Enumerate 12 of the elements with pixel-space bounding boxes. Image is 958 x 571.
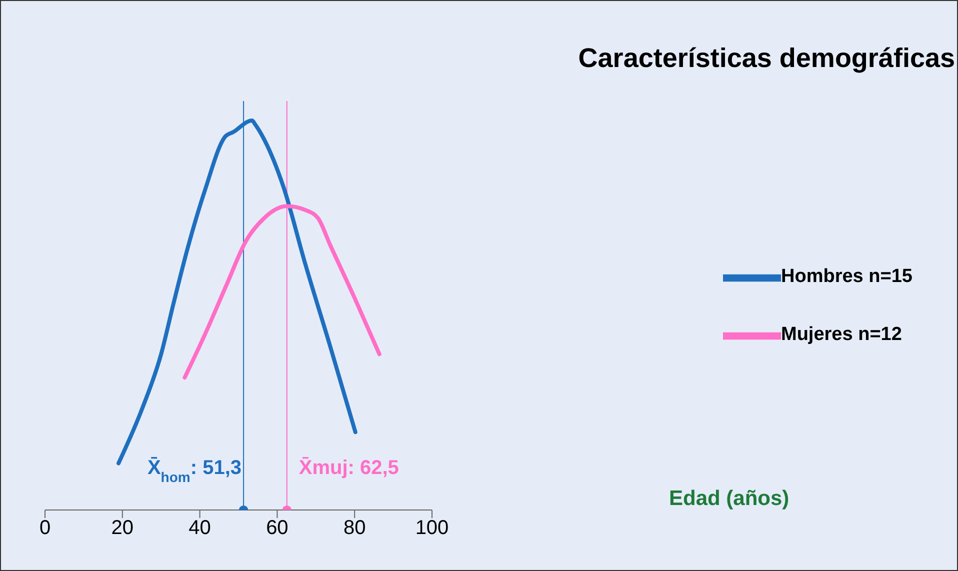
x-tick-label: 80	[343, 517, 366, 540]
legend-label: Mujeres n=12	[781, 324, 902, 346]
x-tick-label: 40	[188, 517, 211, 540]
ref-line-label: X̄muj: 62,5	[298, 456, 399, 479]
legend-label: Hombres n=15	[781, 266, 912, 288]
x-tick-label: 100	[415, 517, 449, 540]
text: Edad (años)	[669, 487, 790, 511]
x-tick-label: 60	[266, 517, 288, 540]
x-tick-label: 0	[39, 517, 51, 540]
ref-line-label: X̄$_{hom}$: 51,3	[147, 456, 242, 485]
text: Características demográficas	[578, 43, 955, 74]
x-tick-label: 20	[111, 517, 134, 540]
